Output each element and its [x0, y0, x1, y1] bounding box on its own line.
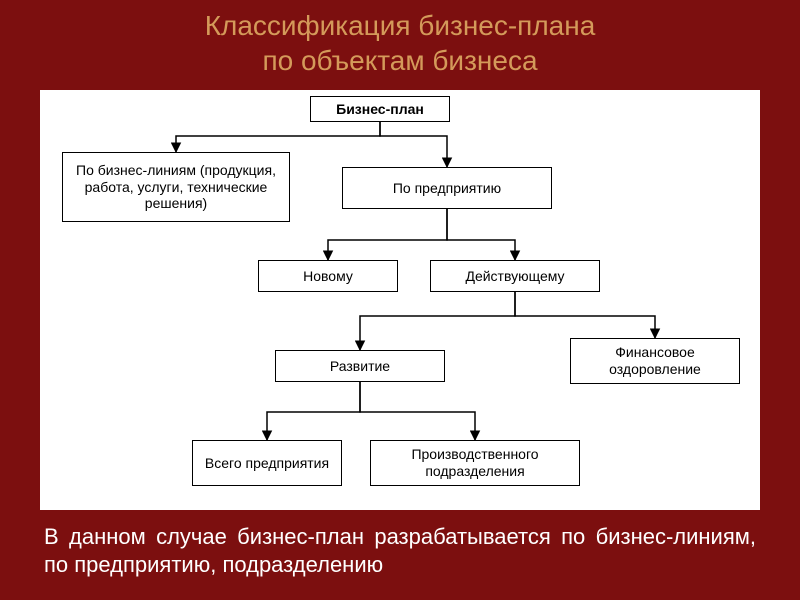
edge-root-enterprise — [380, 122, 447, 167]
node-root: Бизнес-план — [310, 96, 450, 122]
edge-enterprise-existing — [447, 209, 515, 260]
edge-existing-develop — [360, 292, 515, 350]
slide-title: Классификация бизнес-плана по объектам б… — [0, 0, 800, 78]
node-lines: По бизнес-линиям (продукция, работа, усл… — [62, 152, 290, 222]
title-line-1: Классификация бизнес-плана — [205, 10, 596, 41]
node-new: Новому — [258, 260, 398, 292]
node-existing: Действующему — [430, 260, 600, 292]
diagram-canvas: Бизнес-план По бизнес-линиям (продукция, … — [40, 90, 760, 510]
node-enterprise: По предприятию — [342, 167, 552, 209]
node-whole: Всего предприятия — [192, 440, 342, 486]
edge-develop-subdiv — [360, 382, 475, 440]
title-line-2: по объектам бизнеса — [262, 45, 537, 76]
edge-existing-financial — [515, 292, 655, 338]
slide-caption: В данном случае бизнес-план разрабатывае… — [0, 523, 800, 578]
node-financial: Финансовое оздоровление — [570, 338, 740, 384]
edge-develop-whole — [267, 382, 360, 440]
node-develop: Развитие — [275, 350, 445, 382]
edge-enterprise-new — [328, 209, 447, 260]
slide: Классификация бизнес-плана по объектам б… — [0, 0, 800, 600]
node-subdiv: Производственного подразделения — [370, 440, 580, 486]
edge-root-lines — [176, 122, 380, 152]
